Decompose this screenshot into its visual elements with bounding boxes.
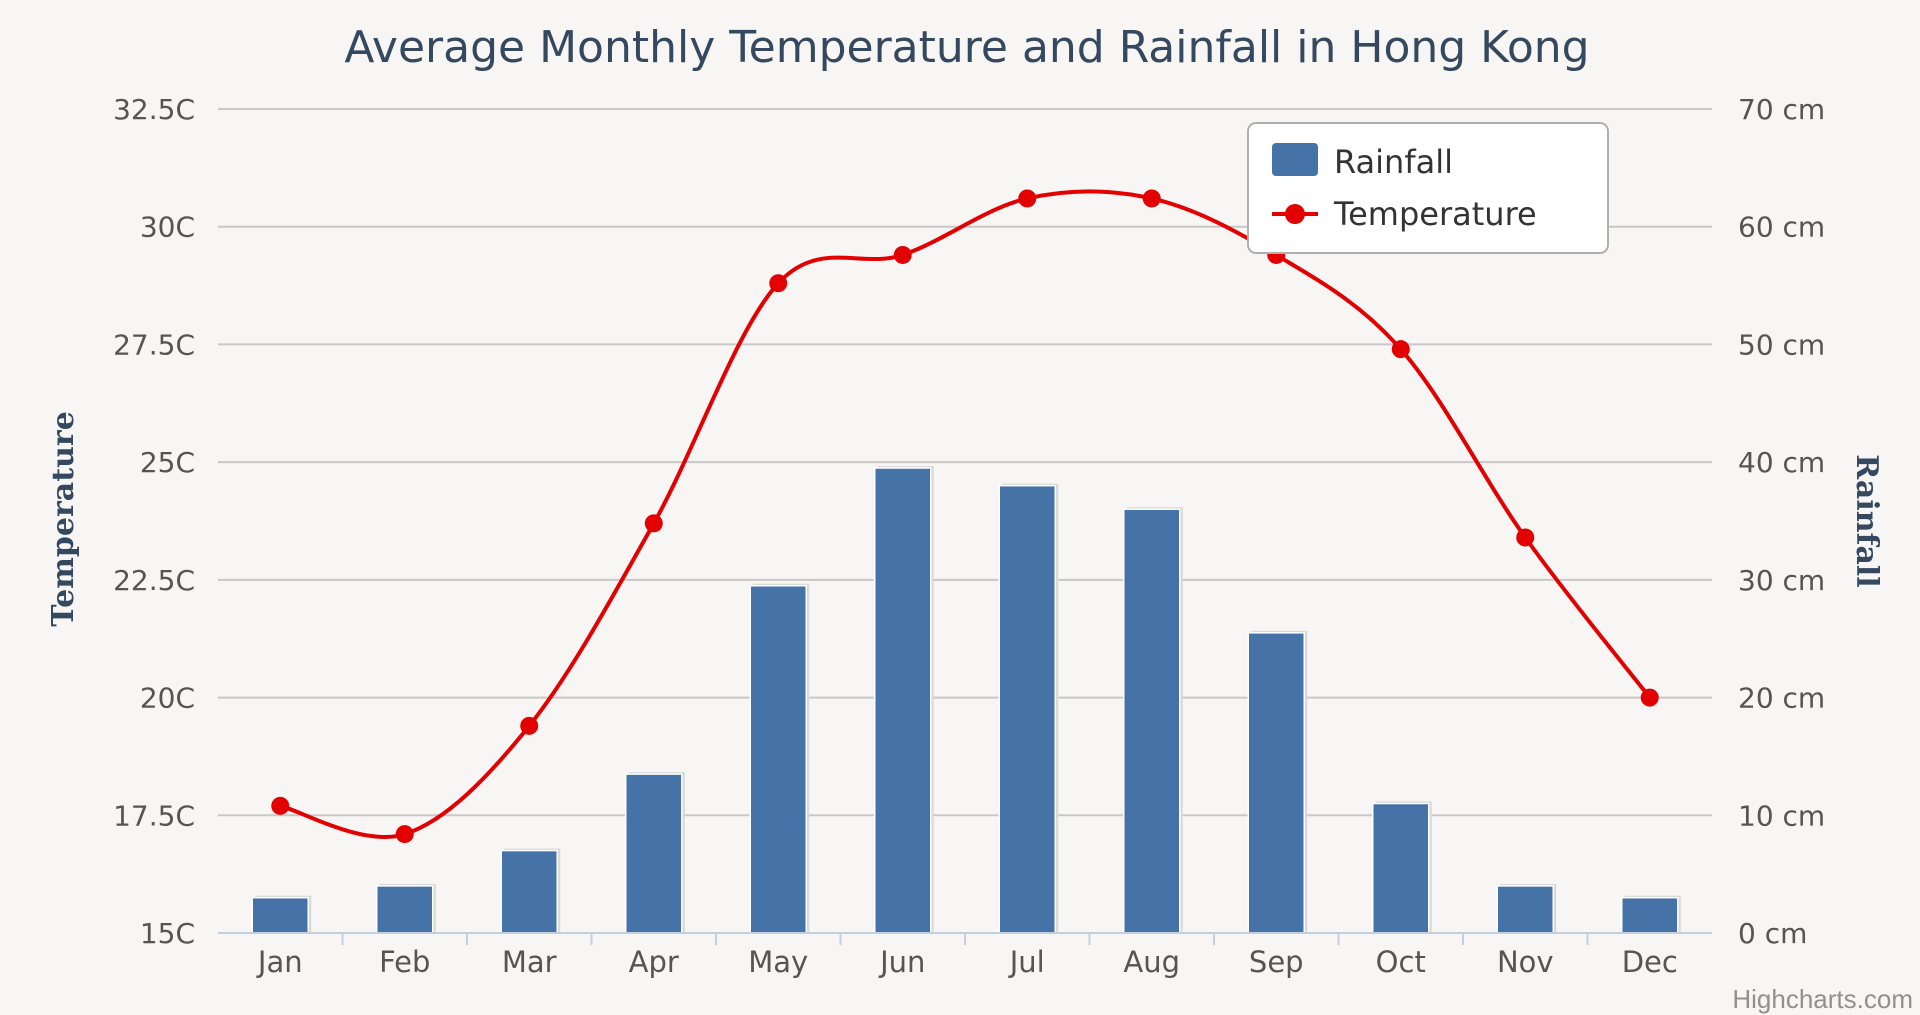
y-right-tick-label: 70 cm: [1738, 93, 1825, 126]
y-axis-left: 15C 17.5C 20C 22.5C 25C 27.5C 30C 32.5C: [113, 93, 195, 950]
temperature-point-aug[interactable]: [1142, 189, 1161, 208]
legend-item-rainfall[interactable]: Rainfall: [1334, 143, 1453, 181]
y-right-tick-label: 20 cm: [1738, 682, 1825, 715]
temperature-line: [271, 189, 1659, 844]
x-tick-label: Aug: [1123, 945, 1180, 979]
x-axis: Jan Feb Mar Apr May Jun Jul Aug Sep Oct Nov Dec: [218, 932, 1712, 979]
rainfall-bar-may[interactable]: [749, 584, 807, 934]
y-left-tick-label: 20C: [140, 682, 195, 715]
y-left-tick-label: 15C: [140, 917, 195, 950]
x-tick-label: Sep: [1249, 945, 1304, 979]
temperature-point-feb[interactable]: [395, 825, 414, 844]
x-tick-label: Nov: [1497, 945, 1554, 979]
y-left-tick-label: 32.5C: [113, 93, 195, 126]
x-tick-label: Mar: [502, 945, 557, 979]
temperature-point-jun[interactable]: [893, 245, 912, 264]
y-right-tick-label: 10 cm: [1738, 799, 1825, 832]
x-tick-label: May: [748, 945, 808, 979]
temperature-point-mar[interactable]: [520, 716, 539, 735]
x-tick-label: Jan: [256, 945, 303, 979]
x-tick-label: Jul: [1008, 945, 1045, 979]
temperature-series-line[interactable]: [279, 189, 1652, 839]
rainfall-bar-apr[interactable]: [625, 773, 683, 934]
y-axis-right: 0 cm 10 cm 20 cm 30 cm 40 cm 50 cm 60 cm 70 cm: [1738, 93, 1825, 950]
temperature-point-oct[interactable]: [1391, 340, 1410, 359]
y-right-tick-label: 40 cm: [1738, 446, 1825, 479]
legend-item-temperature[interactable]: Temperature: [1333, 195, 1537, 233]
temperature-point-jul[interactable]: [1018, 189, 1037, 208]
rainfall-bar-mar[interactable]: [500, 849, 558, 934]
y-left-tick-label: 22.5C: [113, 564, 195, 597]
x-tick-label: Oct: [1376, 945, 1426, 979]
y-left-tick-label: 17.5C: [113, 799, 195, 832]
rainfall-bar-feb[interactable]: [376, 885, 434, 934]
rainfall-bar-nov[interactable]: [1496, 885, 1554, 934]
x-tick-label: Dec: [1622, 945, 1678, 979]
y-left-tick-label: 27.5C: [113, 328, 195, 361]
legend-box: [1247, 122, 1609, 254]
legend-rainfall-swatch: [1272, 143, 1318, 176]
temperature-point-jan[interactable]: [271, 796, 290, 815]
x-tick-label: Apr: [629, 945, 679, 979]
rainfall-bar-oct[interactable]: [1372, 802, 1430, 934]
y-left-tick-label: 30C: [140, 211, 195, 244]
temperature-point-may[interactable]: [769, 274, 788, 293]
chart-title: Average Monthly Temperature and Rainfall…: [344, 22, 1589, 73]
temperature-point-dec[interactable]: [1640, 688, 1659, 707]
temperature-point-apr[interactable]: [644, 514, 663, 533]
rainfall-bars: [251, 466, 1681, 934]
rainfall-bar-dec[interactable]: [1621, 896, 1679, 934]
y-right-tick-label: 0 cm: [1738, 917, 1807, 950]
legend[interactable]: Rainfall Temperature: [1247, 122, 1609, 254]
y-right-tick-label: 30 cm: [1738, 564, 1825, 597]
temperature-point-nov[interactable]: [1516, 528, 1535, 547]
rainfall-bar-aug[interactable]: [1123, 508, 1181, 934]
rainfall-bar-sep[interactable]: [1247, 632, 1305, 934]
y-axis-left-title: Temperature: [46, 411, 81, 627]
legend-temperature-marker: [1285, 204, 1305, 224]
rainfall-bar-jan[interactable]: [251, 896, 309, 934]
y-right-tick-label: 60 cm: [1738, 211, 1825, 244]
credits-label[interactable]: Highcharts.com: [1732, 984, 1913, 1014]
y-axis-right-title: Rainfall: [1849, 454, 1884, 587]
x-tick-label: Jun: [878, 945, 925, 979]
y-left-tick-label: 25C: [140, 446, 195, 479]
rainfall-bar-jun[interactable]: [874, 467, 932, 934]
x-tick-label: Feb: [379, 945, 430, 979]
rainfall-bar-jul[interactable]: [998, 484, 1056, 934]
y-right-tick-label: 50 cm: [1738, 328, 1825, 361]
